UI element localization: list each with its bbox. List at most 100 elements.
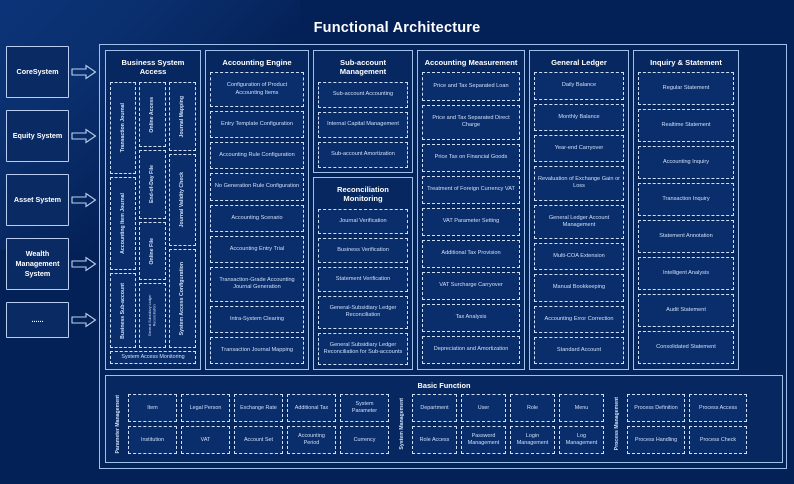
- ae-item[interactable]: Transaction Journal Mapping: [210, 336, 304, 364]
- bf-cell[interactable]: Item: [128, 394, 177, 422]
- recon-item[interactable]: General-Subsidiary Ledger Reconciliation: [318, 296, 408, 329]
- am-item[interactable]: Tax Analysis: [422, 303, 520, 332]
- ae-item[interactable]: Transaction-Grade Accounting Journal Gen…: [210, 267, 304, 302]
- is-item[interactable]: Realtime Statement: [638, 109, 734, 143]
- ae-item[interactable]: No Generation Rule Configuration: [210, 173, 304, 201]
- recon-item[interactable]: General Subsidiary Ledger Reconciliation…: [318, 332, 408, 365]
- source-system-row[interactable]: Wealth Management System: [6, 238, 98, 290]
- bf-cell[interactable]: Login Management: [510, 426, 555, 454]
- ae-item[interactable]: Configuration of Product Accounting Item…: [210, 72, 304, 107]
- bsa-grid: Transaction Journal Accounting Item Jour…: [110, 81, 196, 349]
- gl-item[interactable]: Year-end Carryover: [534, 134, 624, 163]
- gl-item[interactable]: Manual Bookkeeping: [534, 274, 624, 302]
- group-sub-account-management: Sub-account Management Sub-account Accou…: [313, 50, 413, 173]
- sub-item[interactable]: Sub-account Accounting: [318, 81, 408, 108]
- source-system-wealth-management[interactable]: Wealth Management System: [6, 238, 69, 290]
- am-item[interactable]: Additional Tax Provision: [422, 239, 520, 268]
- group-label: Process Management: [613, 397, 620, 451]
- bf-cell[interactable]: VAT: [181, 426, 230, 454]
- bf-cell[interactable]: Log Management: [559, 426, 604, 454]
- column-title: General Ledger: [551, 58, 607, 67]
- am-item[interactable]: Price and Tax Separated Loan: [422, 72, 520, 101]
- is-item[interactable]: Regular Statement: [638, 72, 734, 106]
- am-item[interactable]: Treatment of Foreign Currency VAT: [422, 175, 520, 204]
- am-item[interactable]: Depreciation and Amortization: [422, 336, 520, 365]
- bsa-online-access[interactable]: Online Access: [139, 81, 166, 148]
- bf-cell[interactable]: Process Definition: [627, 394, 685, 422]
- gl-item[interactable]: Multi-COA Extension: [534, 243, 624, 271]
- bsa-system-access-configuration[interactable]: System Access Configuration: [168, 249, 196, 349]
- source-system-row[interactable]: Equity System: [6, 110, 98, 162]
- bsa-online-file[interactable]: Online File: [139, 221, 166, 281]
- bsa-accounting-item-journal[interactable]: Accounting Item Journal: [110, 177, 137, 270]
- am-item[interactable]: VAT Parameter Setting: [422, 207, 520, 236]
- process-management-grid: Process Definition Process Handling Proc…: [627, 394, 747, 454]
- gl-item[interactable]: Revaluation of Exchange Gain or Loss: [534, 166, 624, 201]
- bf-cell[interactable]: Role: [510, 394, 555, 422]
- source-system-row[interactable]: Asset System: [6, 174, 98, 226]
- column-title: Business System Access: [121, 58, 185, 77]
- gl-item[interactable]: Monthly Balance: [534, 103, 624, 131]
- gl-item[interactable]: Standard Account: [534, 336, 624, 364]
- source-system-core[interactable]: CoreSystem: [6, 46, 69, 98]
- bf-cell[interactable]: Legal Person: [181, 394, 230, 422]
- bf-cell[interactable]: Role Access: [412, 426, 457, 454]
- ae-item[interactable]: Entry Template Configuration: [210, 110, 304, 139]
- bf-cell[interactable]: Currency: [340, 426, 389, 454]
- arrow-right-icon: [71, 64, 97, 80]
- ae-item[interactable]: Accounting Rule Configuration: [210, 142, 304, 170]
- am-item[interactable]: Price and Tax Separated Direct Charge: [422, 104, 520, 140]
- bf-cell[interactable]: Process Access: [689, 394, 747, 422]
- bf-cell[interactable]: Accounting Period: [287, 426, 336, 454]
- bsa-business-sub-account[interactable]: Business Sub-account: [110, 272, 137, 349]
- is-item[interactable]: Transaction Inquiry: [638, 183, 734, 217]
- is-item[interactable]: Intelligent Analysis: [638, 257, 734, 291]
- recon-item[interactable]: Journal Verification: [318, 208, 408, 235]
- ae-item[interactable]: Accounting Entry Trial: [210, 235, 304, 264]
- bf-cell[interactable]: Additional Tax: [287, 394, 336, 422]
- column-title: Inquiry & Statement: [650, 58, 722, 67]
- gl-item[interactable]: Daily Balance: [534, 72, 624, 100]
- column-title: Accounting Engine: [222, 58, 292, 67]
- source-system-equity[interactable]: Equity System: [6, 110, 69, 162]
- bsa-end-of-day-file[interactable]: End-of-Day File: [139, 150, 166, 219]
- source-system-more[interactable]: ......: [6, 302, 69, 338]
- am-item[interactable]: VAT Surcharge Carryover: [422, 271, 520, 300]
- bf-cell[interactable]: Password Management: [461, 426, 506, 454]
- bf-cell[interactable]: Account Set: [234, 426, 283, 454]
- recon-item[interactable]: Business Verification: [318, 238, 408, 264]
- group-parameter-management: Parameter Management Item Institution Le…: [111, 394, 389, 454]
- bf-cell[interactable]: Institution: [128, 426, 177, 454]
- bsa-transaction-journal[interactable]: Transaction Journal: [110, 81, 137, 175]
- column-accounting-measurement: Accounting Measurement Price and Tax Sep…: [417, 50, 525, 370]
- sub-item[interactable]: Sub-account Amortization: [318, 142, 408, 169]
- bf-cell[interactable]: Process Handling: [627, 426, 685, 454]
- bsa-journal-validity-check[interactable]: Journal Validity Check: [168, 154, 196, 247]
- source-system-row[interactable]: ......: [6, 302, 98, 338]
- am-item[interactable]: Price Tax on Financial Goods: [422, 143, 520, 172]
- gl-item[interactable]: General Ledger Account Management: [534, 204, 624, 240]
- gl-item[interactable]: Accounting Error Correction: [534, 305, 624, 333]
- bf-cell[interactable]: System Parameter: [340, 394, 389, 422]
- is-item[interactable]: Accounting Inquiry: [638, 146, 734, 180]
- bf-cell[interactable]: Process Check: [689, 426, 747, 454]
- bsa-journal-mapping[interactable]: Journal Mapping: [168, 81, 196, 152]
- column-business-system-access: Business System Access Transaction Journ…: [105, 50, 201, 370]
- recon-item[interactable]: Statement Verification: [318, 267, 408, 293]
- bf-cell[interactable]: User: [461, 394, 506, 422]
- bsa-system-access-monitoring[interactable]: System Access Monitoring: [110, 351, 196, 364]
- bsa-general-subsidiary-ledger-reconciliation[interactable]: General Subsidiary Ledger Reconciliation: [139, 283, 166, 349]
- bsa-column-3: Journal Mapping Journal Validity Check S…: [168, 81, 196, 349]
- sub-item[interactable]: Internal Capital Management: [318, 111, 408, 138]
- bf-cell[interactable]: Exchange Rate: [234, 394, 283, 422]
- bf-cell[interactable]: Menu: [559, 394, 604, 422]
- source-system-asset[interactable]: Asset System: [6, 174, 69, 226]
- is-item[interactable]: Audit Statement: [638, 294, 734, 328]
- group-label: Parameter Management: [114, 394, 121, 454]
- is-item[interactable]: Consolidated Statement: [638, 331, 734, 364]
- ae-item[interactable]: Intra-System Clearing: [210, 305, 304, 333]
- ae-item[interactable]: Accounting Scenario: [210, 204, 304, 232]
- is-item[interactable]: Statement Annotation: [638, 220, 734, 254]
- source-system-row[interactable]: CoreSystem: [6, 46, 98, 98]
- bf-cell[interactable]: Department: [412, 394, 457, 422]
